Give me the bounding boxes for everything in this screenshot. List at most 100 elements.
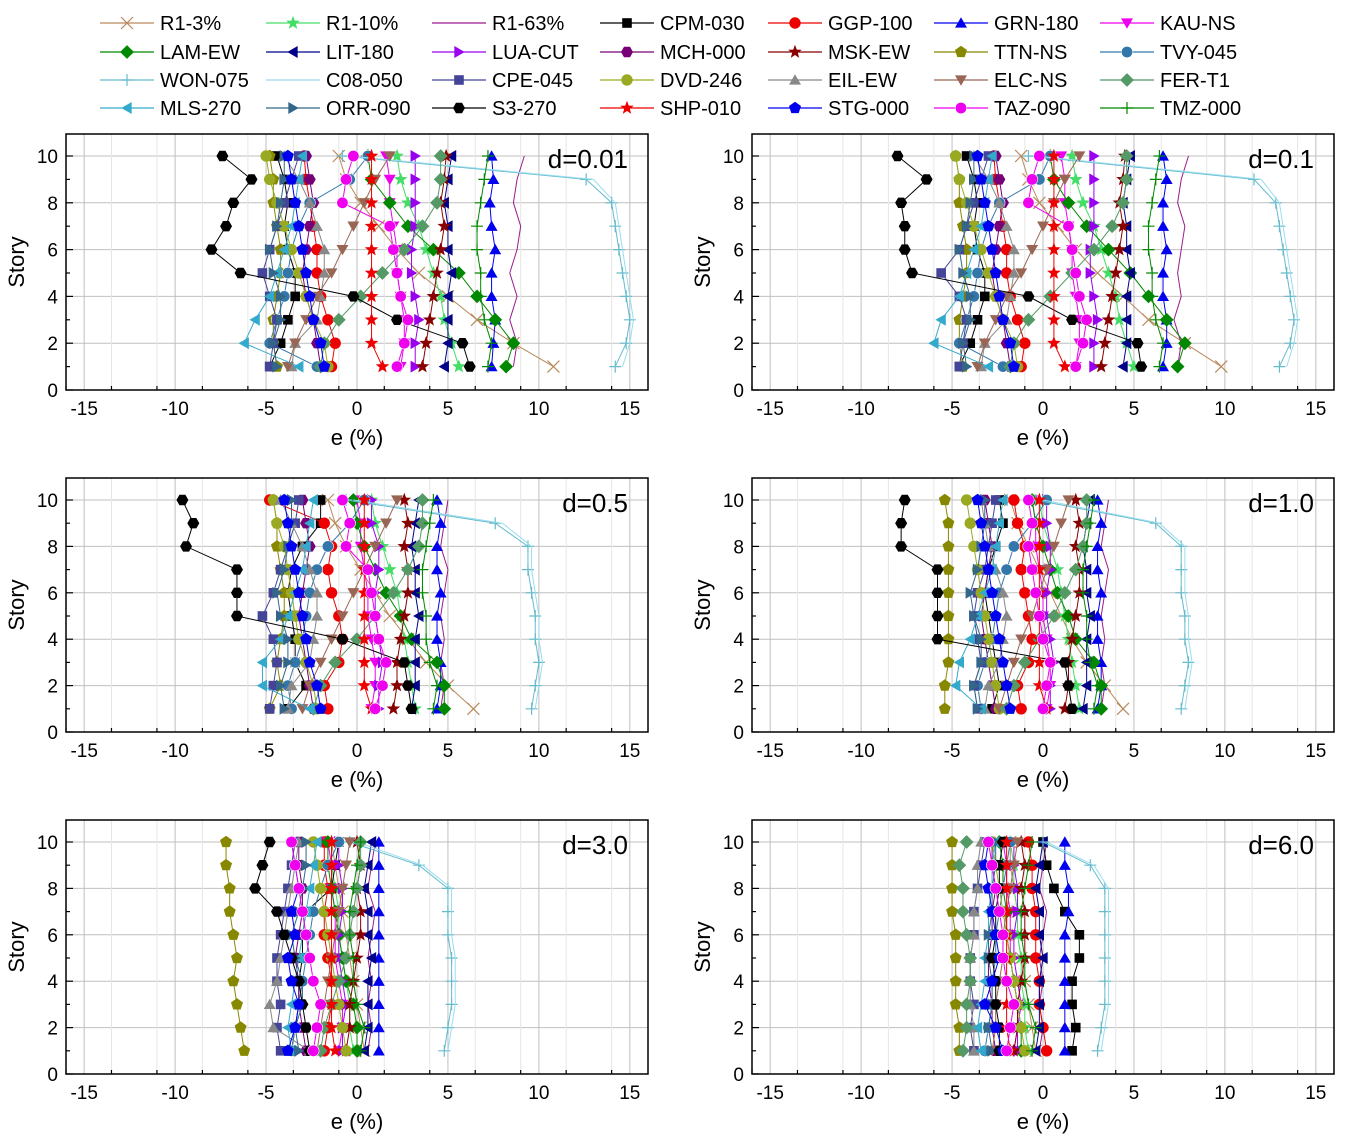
- series-r1-63: [367, 841, 376, 1051]
- y-tick-label: 10: [37, 491, 58, 512]
- data-point: [394, 290, 407, 303]
- series-line: [287, 155, 391, 367]
- data-point: [1047, 289, 1061, 303]
- series-line: [991, 841, 1026, 1051]
- data-point: [1157, 290, 1170, 302]
- legend-item-won-075: WON-075: [100, 70, 249, 92]
- series-line: [1028, 155, 1295, 367]
- data-point: [264, 704, 275, 714]
- data-point: [982, 679, 995, 691]
- data-point: [1018, 975, 1031, 988]
- series-line: [900, 499, 1073, 709]
- data-point: [1032, 516, 1047, 530]
- data-point: [437, 678, 452, 693]
- series-r1-63: [440, 499, 449, 709]
- panel-d-0-01: -15 -10 -5 0 5 10 15 0 2 4 6 8 10 e (%) Story d=0.01: [4, 133, 649, 450]
- data-point: [1080, 679, 1092, 692]
- series-line: [291, 842, 307, 1051]
- data-point: [1080, 313, 1093, 326]
- series-grn-180: [1058, 836, 1075, 1056]
- legend-marker: [1120, 73, 1134, 87]
- data-point: [409, 586, 420, 599]
- data-point: [1175, 563, 1188, 576]
- legend-item-mch-000: MCH-000: [600, 42, 746, 64]
- data-point: [414, 313, 425, 326]
- series-line: [312, 841, 347, 1051]
- data-point: [303, 656, 316, 668]
- y-tick-label: 0: [733, 1065, 744, 1086]
- data-point: [272, 220, 283, 233]
- data-point: [960, 494, 973, 506]
- legend-marker: [288, 102, 299, 114]
- series-line: [294, 842, 307, 1051]
- series-taz-090: [336, 493, 393, 715]
- data-point: [986, 974, 999, 987]
- series-line: [1064, 842, 1069, 1051]
- data-point: [390, 678, 404, 692]
- data-point: [205, 244, 218, 255]
- y-tick-label: 2: [47, 1019, 58, 1040]
- data-point: [481, 150, 494, 162]
- data-point: [1074, 930, 1085, 940]
- legend-label: TMZ-000: [1160, 98, 1241, 120]
- x-tick-label: -5: [944, 741, 961, 762]
- data-point: [303, 174, 316, 185]
- y-tick-label: 6: [733, 241, 744, 262]
- series-group: [205, 148, 636, 374]
- data-point: [980, 291, 990, 302]
- series-line: [984, 841, 1004, 1051]
- data-point: [1157, 220, 1170, 231]
- data-point: [347, 882, 360, 895]
- series-line: [958, 156, 975, 367]
- data-point: [442, 243, 453, 256]
- data-point: [1119, 149, 1134, 163]
- data-point: [286, 494, 298, 506]
- plot-frame: [65, 819, 649, 1075]
- data-point: [281, 951, 294, 964]
- data-point: [283, 315, 293, 325]
- series-line: [338, 842, 347, 1051]
- data-point: [971, 361, 984, 373]
- data-point: [281, 361, 294, 373]
- data-point: [972, 563, 984, 576]
- panel-label: d=1.0: [1248, 488, 1314, 518]
- data-point: [906, 267, 919, 279]
- x-tick-label: 0: [352, 741, 363, 762]
- data-point: [1120, 243, 1132, 256]
- data-point: [272, 151, 282, 161]
- data-point: [971, 1021, 983, 1034]
- series-line: [421, 155, 447, 367]
- series-shp-010: [1047, 148, 1072, 373]
- data-point: [1032, 539, 1047, 553]
- legend-marker: [621, 74, 633, 86]
- data-point: [1287, 313, 1300, 326]
- data-point: [391, 266, 404, 279]
- x-tick-label: -15: [756, 741, 783, 762]
- data-point: [307, 1044, 320, 1057]
- data-point: [978, 196, 991, 208]
- legend-label: EIL-EW: [828, 70, 897, 92]
- data-point: [1214, 360, 1228, 374]
- data-point: [1047, 242, 1061, 256]
- data-point: [331, 312, 346, 327]
- x-tick-label: 0: [352, 1083, 363, 1104]
- legend-marker: [955, 75, 967, 86]
- data-point: [283, 883, 293, 894]
- data-point: [331, 974, 346, 989]
- data-point: [463, 361, 476, 372]
- data-point: [318, 243, 331, 255]
- data-point: [343, 928, 356, 941]
- data-point: [969, 610, 980, 622]
- series-line: [1064, 499, 1080, 709]
- data-point: [1033, 150, 1046, 163]
- data-point: [1061, 609, 1076, 623]
- data-point: [1112, 312, 1127, 326]
- data-point: [416, 586, 429, 599]
- series-line: [958, 841, 971, 1051]
- series-line: [411, 156, 420, 367]
- series-line: [320, 842, 362, 1051]
- x-tick-label: 5: [443, 741, 454, 762]
- y-tick-label: 0: [47, 723, 58, 744]
- data-point: [279, 906, 290, 917]
- data-point: [488, 312, 503, 327]
